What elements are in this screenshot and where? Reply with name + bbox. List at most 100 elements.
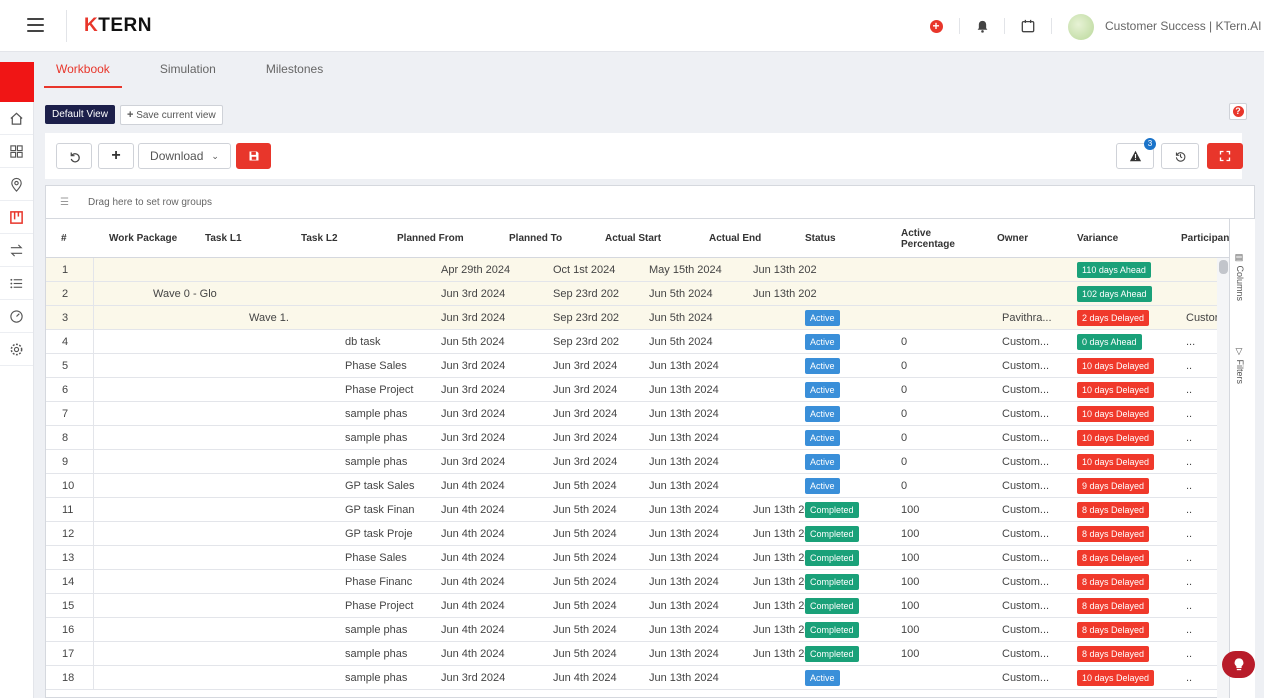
save-view-button[interactable]: + Save current view <box>119 105 223 125</box>
calendar-icon[interactable] <box>1020 18 1036 34</box>
default-view-button[interactable]: Default View <box>45 105 115 124</box>
table-row[interactable]: 4 db task Jun 5th 2024 Sep 23rd 202 Jun 5th … <box>46 330 1217 354</box>
table-row[interactable]: 16 sample phas Jun 4th 2024 Jun 5th 2024 Jun… <box>46 618 1217 642</box>
col-header-status[interactable]: Status <box>805 233 836 244</box>
add-icon[interactable]: + <box>928 18 944 34</box>
home-icon <box>10 112 23 125</box>
cell-participants: .. <box>1186 624 1193 636</box>
table-row[interactable]: 15 Phase Project Jun 4th 2024 Jun 5th 2024 J… <box>46 594 1217 618</box>
cell-status: Completed <box>805 642 859 666</box>
cell-planned-to: Jun 5th 2024 <box>553 576 617 588</box>
col-header-participants[interactable]: Participants <box>1181 233 1229 244</box>
user-label[interactable]: Customer Success | KTern.AI <box>1105 19 1262 33</box>
tab-simulation[interactable]: Simulation <box>159 62 216 76</box>
scroll-thumb[interactable] <box>1219 260 1228 274</box>
help-bulb-button[interactable] <box>1222 651 1255 678</box>
avatar[interactable] <box>1068 14 1094 40</box>
tab-milestones[interactable]: Milestones <box>265 62 324 76</box>
cell-status: Active <box>805 426 840 450</box>
sidebar-item-settings[interactable] <box>0 333 33 366</box>
table-row[interactable]: 11 GP task Finan Jun 4th 2024 Jun 5th 2024 J… <box>46 498 1217 522</box>
undo-icon <box>70 151 80 162</box>
cell-active-percentage: 0 <box>901 360 908 372</box>
sidebar-item-home[interactable] <box>0 102 33 135</box>
col-header-active-percentage[interactable]: Active Percentage <box>901 227 955 250</box>
col-header-planned-from[interactable]: Planned From <box>397 233 464 244</box>
cell-work-package <box>153 666 238 690</box>
add-row-button[interactable]: + <box>98 143 134 169</box>
download-dropdown[interactable]: Download ⌄ <box>138 143 231 169</box>
table-row[interactable]: 12 GP task Proje Jun 4th 2024 Jun 5th 2024 J… <box>46 522 1217 546</box>
cell-actual-end: Jun 13th 202 <box>753 552 817 564</box>
grid-body: 1 Apr 29th 2024 Oct 1st 2024 May 15th 2024 J… <box>46 258 1217 690</box>
table-row[interactable]: 10 GP task Sales Jun 4th 2024 Jun 5th 2024 J… <box>46 474 1217 498</box>
sidebar-item-location[interactable] <box>0 168 33 201</box>
row-group-dropzone[interactable]: ☰ Drag here to set row groups <box>46 186 1254 219</box>
cell-task-l1 <box>249 378 339 402</box>
history-button[interactable] <box>1161 143 1199 169</box>
undo-button[interactable] <box>56 143 92 169</box>
tab-workbook[interactable]: Workbook <box>44 52 122 88</box>
sidebar-item-workbook[interactable] <box>0 201 33 234</box>
sidebar-item-list[interactable] <box>0 267 33 300</box>
filters-panel-tab[interactable]: ▽ Filters <box>1235 347 1245 384</box>
cell-status: Active <box>805 330 840 354</box>
table-row[interactable]: 17 sample phas Jun 4th 2024 Jun 5th 2024 Jun… <box>46 642 1217 666</box>
cell-task-l2: db task <box>345 336 381 348</box>
col-header-owner[interactable]: Owner <box>997 233 1029 244</box>
table-row[interactable]: 7 sample phas Jun 3rd 2024 Jun 3rd 2024 Jun … <box>46 402 1217 426</box>
table-row[interactable]: 9 sample phas Jun 3rd 2024 Jun 3rd 2024 Jun … <box>46 450 1217 474</box>
cell-planned-to: Jun 5th 2024 <box>553 528 617 540</box>
divider <box>66 10 67 42</box>
cell-status: Active <box>805 306 840 330</box>
cell-planned-to: Jun 5th 2024 <box>553 504 617 516</box>
table-row[interactable]: 8 sample phas Jun 3rd 2024 Jun 3rd 2024 Jun … <box>46 426 1217 450</box>
fullscreen-button[interactable] <box>1207 143 1243 169</box>
cell-actual-start: Jun 13th 2024 <box>649 648 719 660</box>
table-row[interactable]: 5 Phase Sales Jun 3rd 2024 Jun 3rd 2024 Jun … <box>46 354 1217 378</box>
status-badge: Completed <box>805 622 859 639</box>
vertical-scrollbar[interactable] <box>1217 258 1229 698</box>
cell-planned-to: Jun 3rd 2024 <box>553 384 618 396</box>
sidebar-item-dashboard[interactable] <box>0 135 33 168</box>
table-row[interactable]: 3 Wave 1. Jun 3rd 2024 Sep 23rd 202 Jun 5th … <box>46 306 1217 330</box>
help-button[interactable]: ? <box>1229 103 1247 120</box>
table-row[interactable]: 14 Phase Financ Jun 4th 2024 Jun 5th 2024 Ju… <box>46 570 1217 594</box>
col-header-task-l2[interactable]: Task L2 <box>301 233 338 244</box>
cell-work-package <box>153 594 238 618</box>
table-row[interactable]: 13 Phase Sales Jun 4th 2024 Jun 5th 2024 Jun… <box>46 546 1217 570</box>
col-header-actual-start[interactable]: Actual Start <box>605 233 662 244</box>
col-header-actual-end[interactable]: Actual End <box>709 233 762 244</box>
cell-row-number: 18 <box>46 666 94 690</box>
table-row[interactable]: 2 Wave 0 - Glo Jun 3rd 2024 Sep 23rd 202 Jun… <box>46 282 1217 306</box>
col-header-number[interactable]: # <box>61 233 67 244</box>
table-row[interactable]: 18 sample phas Jun 3rd 2024 Jun 4th 2024 Jun… <box>46 666 1217 690</box>
sidebar-item-transfer[interactable] <box>0 234 33 267</box>
col-header-planned-to[interactable]: Planned To <box>509 233 563 244</box>
gauge-icon <box>10 309 23 323</box>
menu-icon[interactable] <box>27 18 44 32</box>
main-content: Workbook Simulation Milestones Default V… <box>34 52 1264 698</box>
ktern-logo[interactable]: KTERN <box>84 15 152 36</box>
col-header-task-l1[interactable]: Task L1 <box>205 233 242 244</box>
save-view-label: Save current view <box>136 110 216 121</box>
columns-label: Columns <box>1235 265 1245 302</box>
col-header-work-package[interactable]: Work Package <box>109 233 178 244</box>
table-row[interactable]: 1 Apr 29th 2024 Oct 1st 2024 May 15th 2024 J… <box>46 258 1217 282</box>
cell-participants <box>1186 282 1217 306</box>
cell-row-number: 14 <box>46 570 94 594</box>
columns-panel-tab[interactable]: ▤ Columns <box>1235 253 1245 301</box>
cell-task-l2: sample phas <box>345 456 408 468</box>
table-row[interactable]: 6 Phase Project Jun 3rd 2024 Jun 3rd 2024 Ju… <box>46 378 1217 402</box>
cell-active-percentage: 100 <box>901 648 920 660</box>
status-badge: Active <box>805 406 840 423</box>
cell-status: Completed <box>805 570 859 594</box>
col-header-variance[interactable]: Variance <box>1077 233 1119 244</box>
save-button[interactable] <box>236 143 271 169</box>
cell-status: Completed <box>805 594 859 618</box>
save-icon <box>249 151 258 161</box>
bell-icon[interactable] <box>974 18 990 34</box>
cell-variance: 8 days Delayed <box>1077 498 1150 522</box>
sidebar-item-gauge[interactable] <box>0 300 33 333</box>
alerts-button[interactable]: 3 <box>1116 138 1156 169</box>
